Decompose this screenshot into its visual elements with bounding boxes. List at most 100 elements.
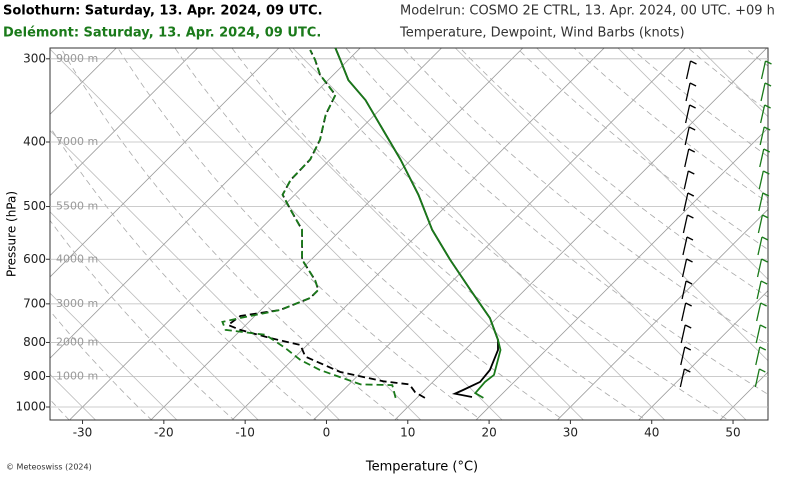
plot-frame (49, 47, 769, 421)
isotherm-neg (210, 48, 584, 420)
wind-barb (756, 280, 762, 300)
dry-adiabat (630, 48, 768, 158)
wind-barb (760, 302, 767, 307)
temperature-line (334, 47, 499, 398)
x-tick-label: -30 (73, 426, 93, 440)
wind-barb (761, 236, 769, 241)
x-tick-label: 0 (323, 426, 331, 440)
wind-barb (684, 324, 692, 329)
dry-adiabat (345, 48, 768, 395)
wind-barb (754, 368, 760, 388)
dry-adiabat (402, 48, 768, 346)
wind-barb (762, 192, 770, 197)
wind-barb (680, 324, 686, 344)
x-tick-label: 40 (644, 426, 659, 440)
wind-barb (679, 368, 685, 388)
wind-barb (685, 280, 693, 285)
wind-barb (681, 258, 688, 278)
wind-barb (686, 236, 694, 241)
y-tick-label: 400 (23, 135, 46, 149)
wind-barb (688, 148, 696, 153)
wind-barb (758, 170, 764, 190)
dry-adiabat (60, 48, 400, 420)
wind-barb (680, 346, 686, 366)
station-title: Delémont: Saturday, 13. Apr. 2024, 09 UT… (3, 26, 321, 41)
x-tick-label: -20 (154, 426, 174, 440)
x-tick-label: 50 (725, 426, 740, 440)
wind-barb (756, 258, 763, 278)
wind-barb (759, 346, 767, 351)
isotherm (787, 6, 800, 434)
wind-barb (759, 368, 766, 373)
isotherm-neg (129, 48, 503, 420)
dry-adiabat (231, 48, 647, 420)
dry-adiabat (174, 48, 565, 420)
wind-barb (760, 82, 766, 102)
isotherm (719, 371, 768, 420)
dry-adiabat (288, 48, 729, 420)
wind-barb (757, 214, 764, 234)
wind-barb (690, 60, 697, 65)
isotherm (150, 48, 524, 420)
dewpoint-line (221, 49, 397, 399)
isotherm-neg (50, 211, 259, 420)
isotherm-neg (536, 48, 768, 280)
wind-barb (681, 280, 687, 300)
x-tick-label: -10 (235, 426, 255, 440)
credit: © Meteoswiss (2024) (6, 463, 92, 472)
wind-barb (684, 368, 691, 373)
isotherm (475, 127, 768, 420)
wind-barb (688, 126, 696, 131)
wind-barb (758, 192, 764, 212)
temperature-line (334, 47, 502, 399)
height-label: 2000 m (56, 335, 98, 348)
y-tick-label: 500 (23, 199, 46, 213)
dry-adiabat (50, 219, 235, 420)
wind-barb (685, 302, 692, 307)
wind-barb (686, 258, 693, 263)
isotherm (394, 48, 768, 420)
wind-barb (761, 258, 768, 263)
y-tick-label: 600 (23, 252, 46, 266)
isotherm (638, 290, 768, 420)
wind-barb (757, 236, 763, 256)
wind-barb (689, 104, 696, 109)
height-label: 5500 m (56, 200, 98, 213)
height-label: 1000 m (56, 370, 98, 383)
wind-barb (764, 82, 772, 87)
subtitle: Temperature, Dewpoint, Wind Barbs (knots… (399, 26, 685, 41)
background-grid (50, 6, 800, 434)
wind-barb (684, 126, 690, 146)
isotherm (312, 48, 687, 420)
wind-barb (759, 324, 767, 329)
y-tick-label: 1000 (15, 399, 46, 413)
dry-adiabat (459, 48, 768, 298)
height-label: 7000 m (56, 135, 98, 148)
wind-barb (755, 324, 761, 344)
wind-barb (759, 148, 765, 168)
isotherm (50, 48, 361, 359)
wind-barb (684, 104, 691, 124)
isotherm-neg (50, 129, 341, 420)
isotherm-neg (617, 48, 768, 199)
wind-barb (760, 280, 768, 285)
wind-barb (755, 346, 761, 366)
wind-barb (681, 302, 687, 322)
height-label: 4000 m (56, 252, 98, 265)
isotherm-neg (739, 6, 800, 434)
x-tick-label: 20 (481, 426, 496, 440)
wind-barb (764, 104, 771, 109)
dry-adiabat (117, 48, 482, 420)
y-tick-label: 300 (23, 51, 46, 65)
wind-barb (759, 126, 765, 146)
wind-barb (765, 60, 772, 65)
wind-barb (688, 170, 695, 175)
isotherm-neg (454, 48, 768, 362)
wind-barb (759, 104, 766, 124)
isotherm-neg (50, 292, 178, 420)
wind-barb (763, 170, 770, 175)
dry-adiabat (50, 126, 317, 420)
wind-barb (682, 236, 688, 256)
